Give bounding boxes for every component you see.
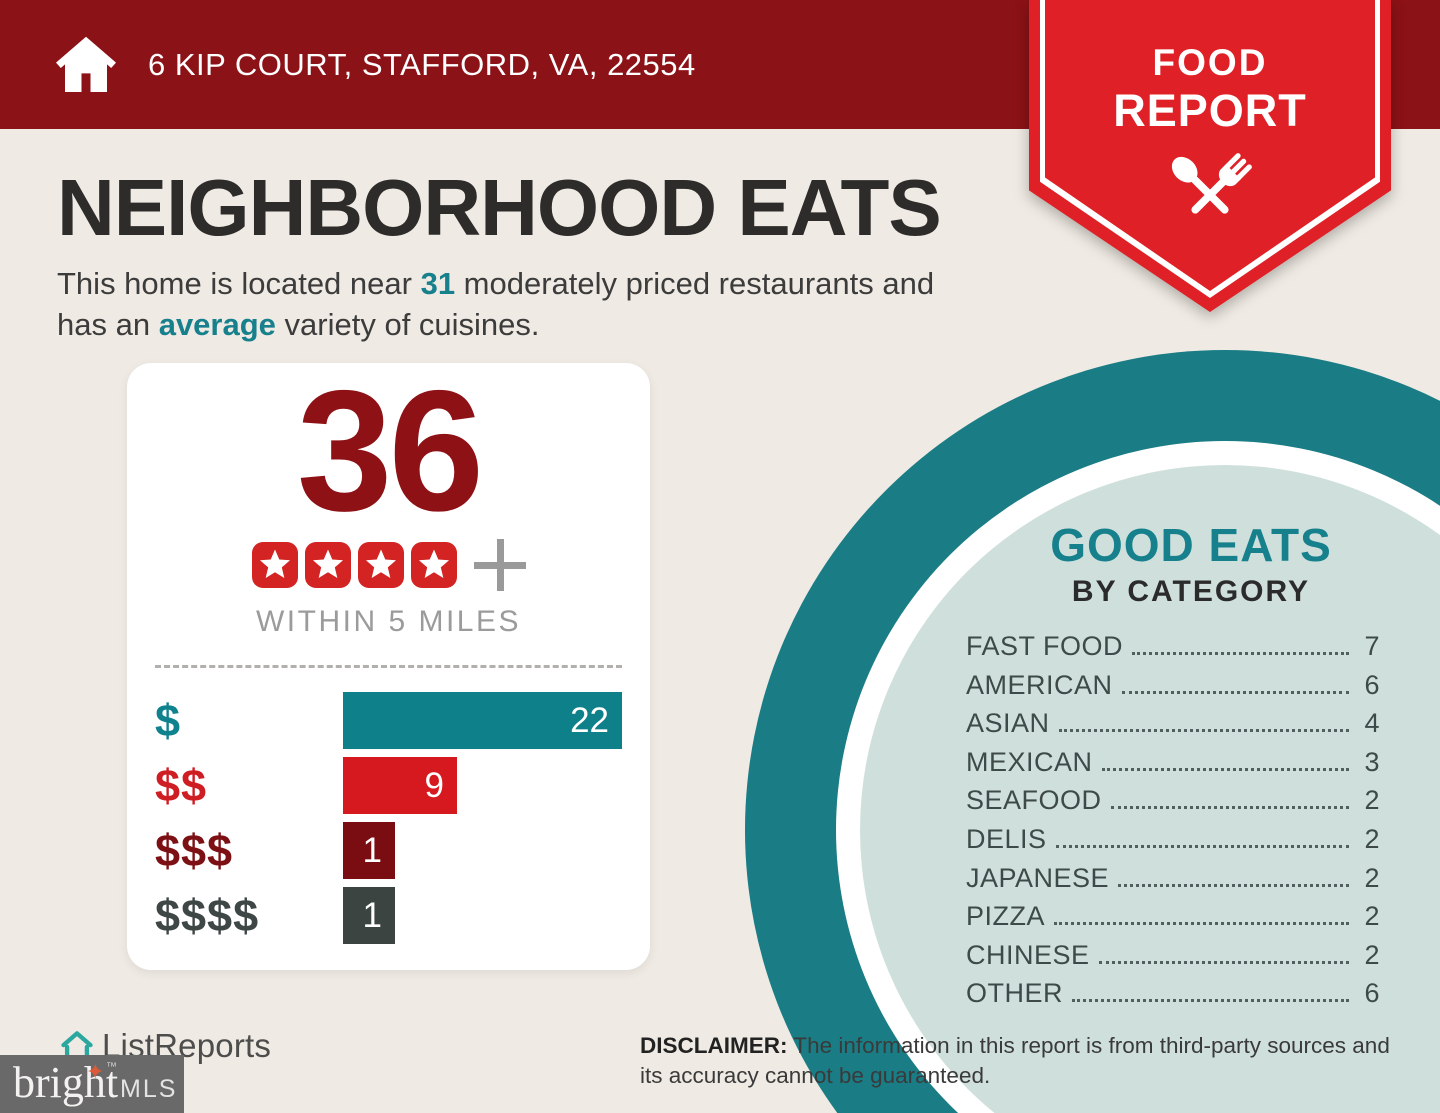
price-bar-row: $$$ 1 — [155, 822, 622, 879]
intro-text-after: variety of cuisines. — [275, 306, 540, 342]
star-icon — [304, 542, 351, 588]
category-name: MEXICAN — [966, 746, 1093, 777]
price-bar-value: 1 — [362, 830, 382, 870]
dotted-leader — [1072, 999, 1349, 1003]
price-level-label: $ — [155, 694, 182, 746]
category-name: DELIS — [966, 823, 1047, 854]
category-name: PIZZA — [966, 901, 1046, 932]
plus-icon — [473, 539, 526, 591]
price-bar: 9 — [343, 757, 457, 814]
price-bar-value: 1 — [362, 895, 382, 935]
category-row: ASIAN 4 — [966, 708, 1380, 747]
disclaimer-text: The information in this report is from t… — [640, 1033, 1390, 1089]
star-icon — [251, 542, 298, 588]
price-level-label: $$ — [155, 759, 208, 811]
category-row: FAST FOOD 7 — [966, 631, 1380, 670]
dotted-leader — [1058, 729, 1349, 733]
star-rating — [127, 539, 650, 591]
price-bar-row: $22 — [155, 692, 622, 749]
badge-title-line1: FOOD — [1152, 42, 1268, 83]
category-row: AMERICAN 6 — [966, 670, 1380, 709]
dotted-leader — [1118, 883, 1349, 887]
badge-title-line2: REPORT — [1113, 85, 1307, 136]
price-level-label: $$$ — [155, 824, 234, 876]
category-count: 7 — [1364, 631, 1380, 661]
dotted-leader — [1098, 960, 1349, 964]
price-bar: 1 — [343, 822, 395, 879]
price-bar: 22 — [343, 692, 622, 749]
good-eats-panel: GOOD EATS BY CATEGORY FAST FOOD 7 AMERICAN… — [966, 518, 1380, 1017]
category-count: 6 — [1364, 978, 1380, 1009]
price-bar-row: $$ 9 — [155, 757, 622, 814]
star-icon — [357, 542, 404, 588]
dotted-leader — [1054, 922, 1349, 926]
star-icon — [410, 542, 457, 588]
category-count: 3 — [1364, 746, 1380, 777]
food-report-badge: FOOD REPORT — [1029, 0, 1391, 312]
category-row: DELIS 2 — [966, 824, 1380, 863]
dotted-leader — [1101, 767, 1349, 771]
bright-wordmark: bright — [13, 1058, 119, 1107]
category-name: JAPANESE — [966, 862, 1110, 893]
category-name: OTHER — [966, 978, 1063, 1009]
category-count: 6 — [1364, 669, 1380, 700]
page-title: NEIGHBORHOOD EATS — [57, 163, 942, 252]
category-name: AMERICAN — [966, 669, 1113, 700]
category-name: ASIAN — [966, 708, 1050, 739]
category-name: SEAFOOD — [966, 785, 1102, 816]
price-bar-value: 9 — [424, 765, 444, 805]
category-row: MEXICAN 3 — [966, 747, 1380, 786]
category-count: 2 — [1364, 862, 1380, 893]
bright-star-icon: ✦ — [86, 1059, 105, 1084]
radius-caption: WITHIN 5 MILES — [255, 605, 522, 638]
price-bar-value: 22 — [570, 700, 609, 740]
restaurant-summary-card: 36 WITHIN 5 MILES $22 $$ 9 $$$ 1 $$$$ 1 — [127, 363, 650, 970]
category-row: CHINESE 2 — [966, 940, 1380, 979]
category-row: OTHER 6 — [966, 978, 1380, 1017]
dotted-leader — [1110, 806, 1349, 810]
property-address: 6 KIP COURT, STAFFORD, VA, 22554 — [148, 46, 696, 82]
price-bar-row: $$$$ 1 — [155, 887, 622, 944]
category-count: 4 — [1364, 708, 1380, 739]
intro-sentence: This home is located near 31 moderately … — [57, 264, 987, 346]
disclaimer: DISCLAIMER: The information in this repo… — [640, 1031, 1404, 1092]
mls-wordmark: MLS — [120, 1075, 178, 1103]
dotted-leader — [1132, 652, 1349, 655]
good-eats-title: GOOD EATS — [1050, 519, 1332, 571]
category-row: PIZZA 2 — [966, 901, 1380, 940]
dotted-leader — [1121, 690, 1349, 694]
home-icon — [56, 36, 116, 92]
category-count: 2 — [1364, 901, 1380, 932]
category-count: 2 — [1364, 823, 1380, 854]
category-name: FAST FOOD — [966, 631, 1124, 661]
spoon-fork-icon — [1171, 153, 1252, 214]
category-row: JAPANESE 2 — [966, 863, 1380, 902]
price-level-bar-chart: $22 $$ 9 $$$ 1 $$$$ 1 — [155, 692, 622, 944]
category-list: FAST FOOD 7 AMERICAN 6 ASIAN 4 MEXICAN 3 SEAFOOD… — [966, 631, 1380, 1017]
bright-mls-logo: bright ✦ ™ MLS — [0, 1055, 184, 1113]
price-bar: 1 — [343, 887, 395, 944]
good-eats-subtitle: BY CATEGORY — [1071, 575, 1311, 608]
intro-text-before: This home is located near — [57, 266, 421, 301]
category-row: SEAFOOD 2 — [966, 785, 1380, 824]
price-level-label: $$$$ — [155, 889, 260, 941]
dotted-leader — [1055, 844, 1349, 848]
intro-text-middle: moderately priced restaurants and has an — [57, 266, 935, 342]
restaurant-count: 31 — [420, 266, 456, 301]
category-count: 2 — [1364, 785, 1380, 816]
total-restaurants-number: 36 — [296, 355, 484, 547]
category-name: CHINESE — [966, 939, 1090, 970]
category-count: 2 — [1364, 939, 1380, 970]
trademark-symbol: ™ — [106, 1061, 117, 1073]
variety-highlight: average — [158, 306, 276, 342]
disclaimer-label: DISCLAIMER: — [640, 1033, 788, 1058]
dashed-divider — [155, 665, 622, 668]
